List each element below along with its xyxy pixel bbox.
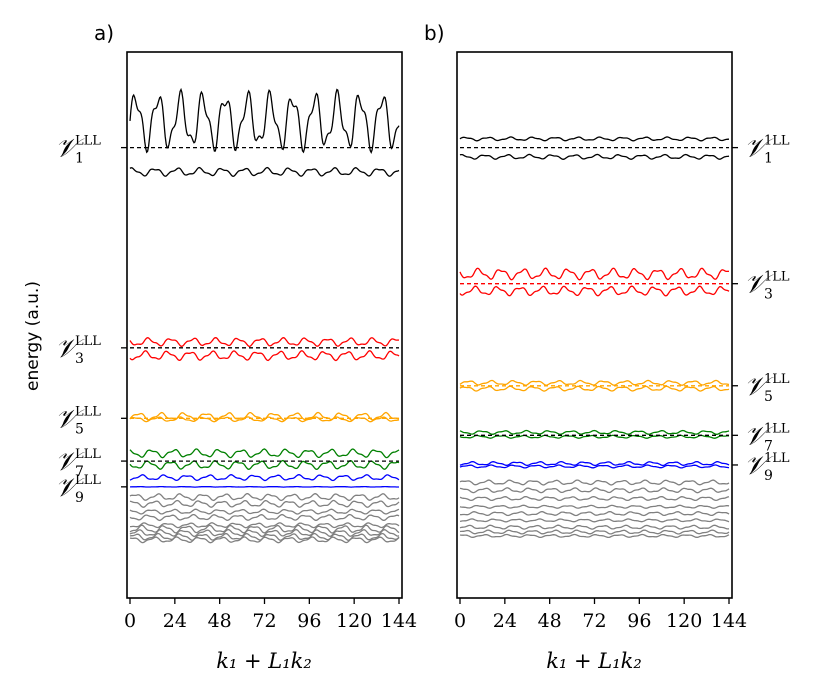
panel-a-ticks: 0 24 48 72 96 120 144	[124, 598, 417, 632]
x-tick-label: 72	[252, 610, 276, 632]
series-line	[459, 524, 730, 530]
series-line	[129, 493, 400, 502]
series-line	[459, 429, 730, 435]
level-subscript: 9	[75, 490, 84, 506]
series-line	[129, 536, 400, 544]
level-superscript: 1LL	[764, 372, 790, 387]
series-line	[129, 448, 400, 459]
series-line	[129, 524, 400, 534]
series-line	[459, 487, 730, 494]
level-superscript: 1LL	[764, 134, 790, 149]
series-line	[130, 522, 400, 529]
x-tick-label: 24	[493, 610, 517, 632]
panel-a-frame	[126, 51, 403, 599]
level-superscript: LLL	[75, 447, 101, 462]
series-line	[459, 533, 730, 539]
level-subscript: 3	[764, 287, 773, 303]
x-tick-label: 0	[124, 610, 136, 632]
y-axis-label: energy (a.u.)	[23, 281, 43, 391]
level-subscript: 3	[75, 351, 84, 367]
series-line	[130, 485, 399, 488]
level-subscript: 7	[75, 464, 84, 480]
series-line	[129, 87, 400, 155]
level-subscript: 1	[75, 151, 84, 167]
x-tick-label: 72	[582, 610, 606, 632]
x-tick-label: 144	[711, 610, 747, 632]
x-tick-label: 0	[454, 610, 466, 632]
series-line	[459, 511, 730, 517]
x-tick-label: 120	[336, 610, 372, 632]
series-line	[459, 385, 730, 392]
series-line	[459, 504, 730, 509]
level-subscript: 5	[764, 389, 773, 405]
level-superscript: LLL	[75, 134, 101, 149]
panel-b-label: b)	[424, 21, 445, 45]
series-line	[129, 528, 400, 538]
series-line	[459, 379, 730, 386]
level-subscript: 9	[764, 468, 773, 484]
panel-b-ticks: 0 24 48 72 96 120 144	[454, 598, 747, 632]
series-line	[459, 153, 730, 160]
level-subscript: 7	[764, 438, 773, 454]
series-line	[459, 285, 730, 297]
series-line	[459, 518, 730, 523]
series-line	[129, 459, 400, 470]
x-tick-label: 96	[627, 610, 651, 632]
level-subscript: 1	[764, 151, 773, 167]
series-line	[459, 479, 730, 486]
series-line	[129, 474, 400, 482]
x-tick-label: 48	[208, 610, 232, 632]
x-tick-label: 96	[297, 610, 321, 632]
panel-b: b) k₁ + L₁k₂ 0 24 48 72 96 120 144 𝒱11LL𝒱31LL𝒱…	[424, 21, 790, 673]
panel-a-series	[129, 87, 400, 544]
series-line	[459, 495, 730, 502]
panel-a: a) energy (a.u.) k₁ + L₁k₂ 0 24 48 72 96 120 1…	[23, 21, 417, 673]
level-superscript: 1LL	[764, 421, 790, 436]
x-tick-label: 120	[666, 610, 702, 632]
series-line	[459, 267, 730, 281]
x-tick-label: 48	[538, 610, 562, 632]
series-line	[129, 350, 400, 362]
level-superscript: LLL	[75, 334, 101, 349]
panel-b-x-axis-label: k₁ + L₁k₂	[546, 649, 642, 673]
panel-b-series	[459, 136, 730, 539]
level-superscript: 1LL	[764, 270, 790, 285]
series-line	[129, 499, 400, 508]
x-tick-label: 24	[163, 610, 187, 632]
series-line	[129, 508, 400, 515]
panel-a-x-axis-label: k₁ + L₁k₂	[216, 649, 312, 673]
series-line	[459, 434, 730, 439]
series-line	[129, 513, 400, 522]
series-line	[459, 529, 730, 535]
level-superscript: LLL	[75, 473, 101, 488]
series-line	[459, 136, 729, 142]
series-line	[129, 337, 400, 348]
series-line	[129, 166, 400, 177]
panel-a-label: a)	[94, 21, 114, 45]
x-tick-label: 144	[381, 610, 417, 632]
series-line	[459, 464, 729, 469]
series-line	[459, 460, 730, 467]
panel-b-frame	[456, 51, 733, 599]
level-superscript: LLL	[75, 404, 101, 419]
level-superscript: 1LL	[764, 451, 790, 466]
level-subscript: 5	[75, 421, 84, 437]
